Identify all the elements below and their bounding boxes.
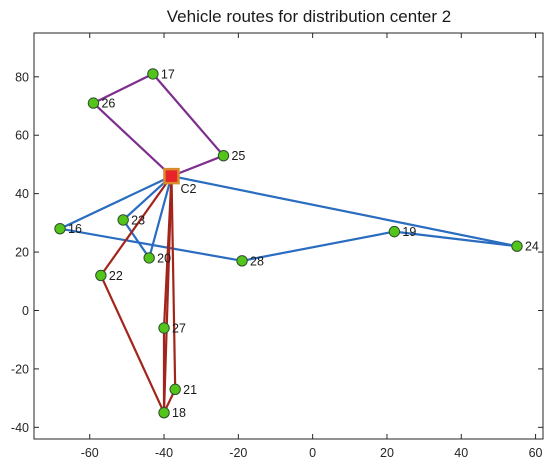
customer-node-25 — [217, 149, 230, 162]
x-tick-label: -20 — [229, 446, 247, 460]
customer-node-17 — [147, 68, 159, 80]
customer-node-23 — [117, 214, 129, 226]
nodes-layer — [54, 68, 523, 419]
node-label-24: 24 — [525, 240, 539, 254]
node-label-26: 26 — [101, 97, 115, 111]
plot-area — [33, 32, 544, 440]
chart-title: Vehicle routes for distribution center 2 — [167, 7, 451, 26]
depot-marker — [163, 167, 180, 185]
y-axis-ticks: -40 -20 0 20 40 60 80 — [11, 70, 543, 435]
y-tick-label: 0 — [22, 304, 29, 318]
route-line-2 — [122, 175, 173, 259]
node-label-16: 16 — [68, 222, 82, 236]
customer-node-27 — [158, 322, 170, 334]
x-tick-label: -40 — [155, 446, 173, 460]
x-tick-label: 0 — [309, 446, 316, 460]
route-line-3 — [58, 175, 519, 262]
x-tick-label: 60 — [529, 446, 543, 460]
node-label-28: 28 — [250, 254, 264, 268]
customer-node-18 — [158, 407, 170, 419]
y-tick-label: 40 — [15, 187, 29, 201]
node-label-20: 20 — [157, 251, 171, 265]
x-tick-label: 20 — [380, 446, 394, 460]
customer-node-26 — [87, 97, 100, 109]
node-label-18: 18 — [172, 406, 186, 420]
route-line-4 — [99, 175, 173, 414]
x-tick-label: -60 — [81, 446, 99, 460]
x-tick-label: 40 — [454, 446, 468, 460]
customer-node-22 — [95, 269, 107, 282]
y-tick-label: 20 — [15, 246, 29, 260]
customer-node-28 — [236, 255, 248, 267]
customer-node-21 — [169, 383, 181, 396]
node-label-27: 27 — [172, 322, 186, 336]
node-labels-layer: 17 26 25 23 16 20 28 19 24 22 27 21 18 C2 — [68, 67, 539, 420]
node-label-25: 25 — [231, 149, 245, 163]
node-label-17: 17 — [161, 67, 175, 81]
y-tick-label: 60 — [15, 129, 29, 143]
y-tick-label: -40 — [11, 421, 29, 435]
x-axis-ticks: -60 -40 -20 0 20 40 60 — [81, 33, 543, 460]
node-label-21: 21 — [183, 383, 197, 397]
y-tick-label: 80 — [15, 70, 29, 84]
customer-node-24 — [511, 240, 523, 252]
customer-node-20 — [143, 252, 155, 264]
node-label-19: 19 — [402, 225, 416, 239]
customer-node-16 — [54, 222, 66, 235]
y-tick-label: -20 — [11, 362, 29, 376]
node-label-23: 23 — [131, 213, 145, 227]
node-label-22: 22 — [109, 269, 123, 283]
depot-label: C2 — [180, 182, 196, 196]
customer-node-19 — [388, 225, 401, 238]
